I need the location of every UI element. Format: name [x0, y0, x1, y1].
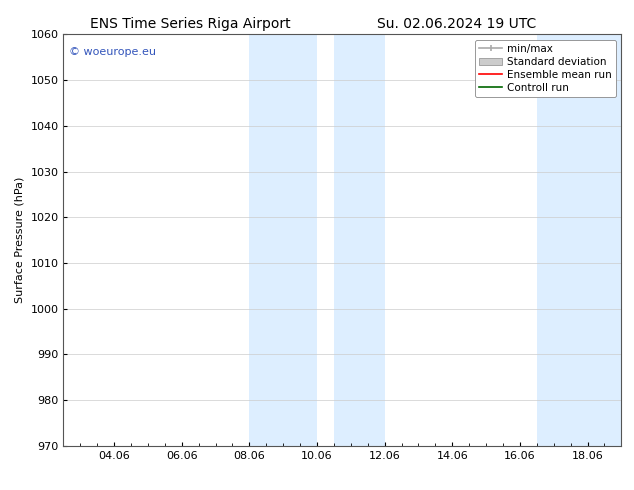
- Text: ENS Time Series Riga Airport: ENS Time Series Riga Airport: [90, 17, 290, 31]
- Bar: [537, 34, 588, 446]
- Y-axis label: Surface Pressure (hPa): Surface Pressure (hPa): [15, 177, 25, 303]
- Bar: [588, 34, 634, 446]
- Text: © woeurope.eu: © woeurope.eu: [69, 47, 156, 57]
- Legend: min/max, Standard deviation, Ensemble mean run, Controll run: min/max, Standard deviation, Ensemble me…: [475, 40, 616, 97]
- Text: Su. 02.06.2024 19 UTC: Su. 02.06.2024 19 UTC: [377, 17, 536, 31]
- Bar: [249, 34, 317, 446]
- Bar: [334, 34, 385, 446]
